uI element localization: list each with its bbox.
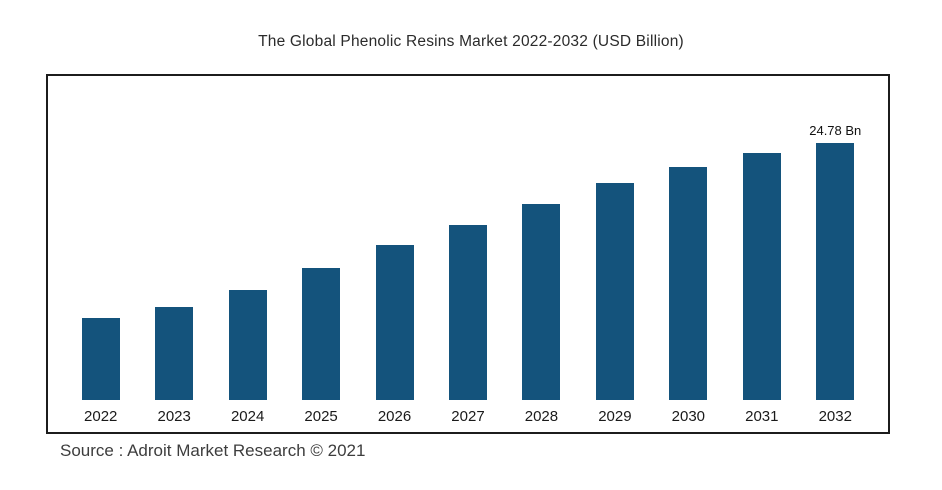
x-axis-label-2025: 2025 [304,407,338,425]
bar-column-2024: 2024 [211,76,284,432]
x-axis-label-2028: 2028 [524,407,559,425]
bar-2031 [742,153,781,400]
bar-column-2030: 2030 [652,76,725,432]
bar-2024 [228,290,267,400]
bar-column-2028: 2028 [505,76,578,432]
bar-column-2025: 2025 [284,76,357,432]
x-axis-label-2031: 2031 [745,407,779,425]
x-axis-label-2024: 2024 [230,407,265,425]
bar-2028 [522,204,561,400]
x-axis-label-2032: 2032 [818,407,852,425]
x-axis-label-2026: 2026 [377,407,412,425]
source-note: Source : Adroit Market Research © 2021 [60,441,366,460]
bar-column-2027: 2027 [431,76,504,432]
x-axis-label-2029: 2029 [598,407,632,425]
bar-2029 [595,183,634,400]
bar-column-2031: 2031 [725,76,798,432]
bar-2030 [669,167,708,400]
bar-column-2026: 2026 [358,76,431,432]
x-axis-label-2030: 2030 [671,407,706,425]
bar-column-2023: 2023 [137,76,210,432]
bar-column-2029: 2029 [578,76,651,432]
bar-value-label: 24.78 Bn [809,123,862,138]
x-axis-label-2022: 2022 [84,407,118,425]
bar-2025 [302,268,341,400]
bar-column-2032: 24.78 Bn 2032 [799,76,872,432]
chart-title: The Global Phenolic Resins Market 2022-2… [258,33,684,50]
plot-area: 2022 2023 2024 2025 2026 2027 2028 2029 2030 2031… [64,76,872,432]
chart-frame: 2022 2023 2024 2025 2026 2027 2028 2029 2030 2031… [46,74,890,434]
bar-column-2022: 2022 [64,76,137,432]
x-axis-label-2027: 2027 [451,407,485,425]
bar-2032 [816,143,855,400]
bar-2022 [81,318,120,400]
bar-2027 [448,225,487,400]
x-axis-label-2023: 2023 [157,407,191,425]
bar-2023 [155,307,194,400]
bar-2026 [375,245,414,400]
